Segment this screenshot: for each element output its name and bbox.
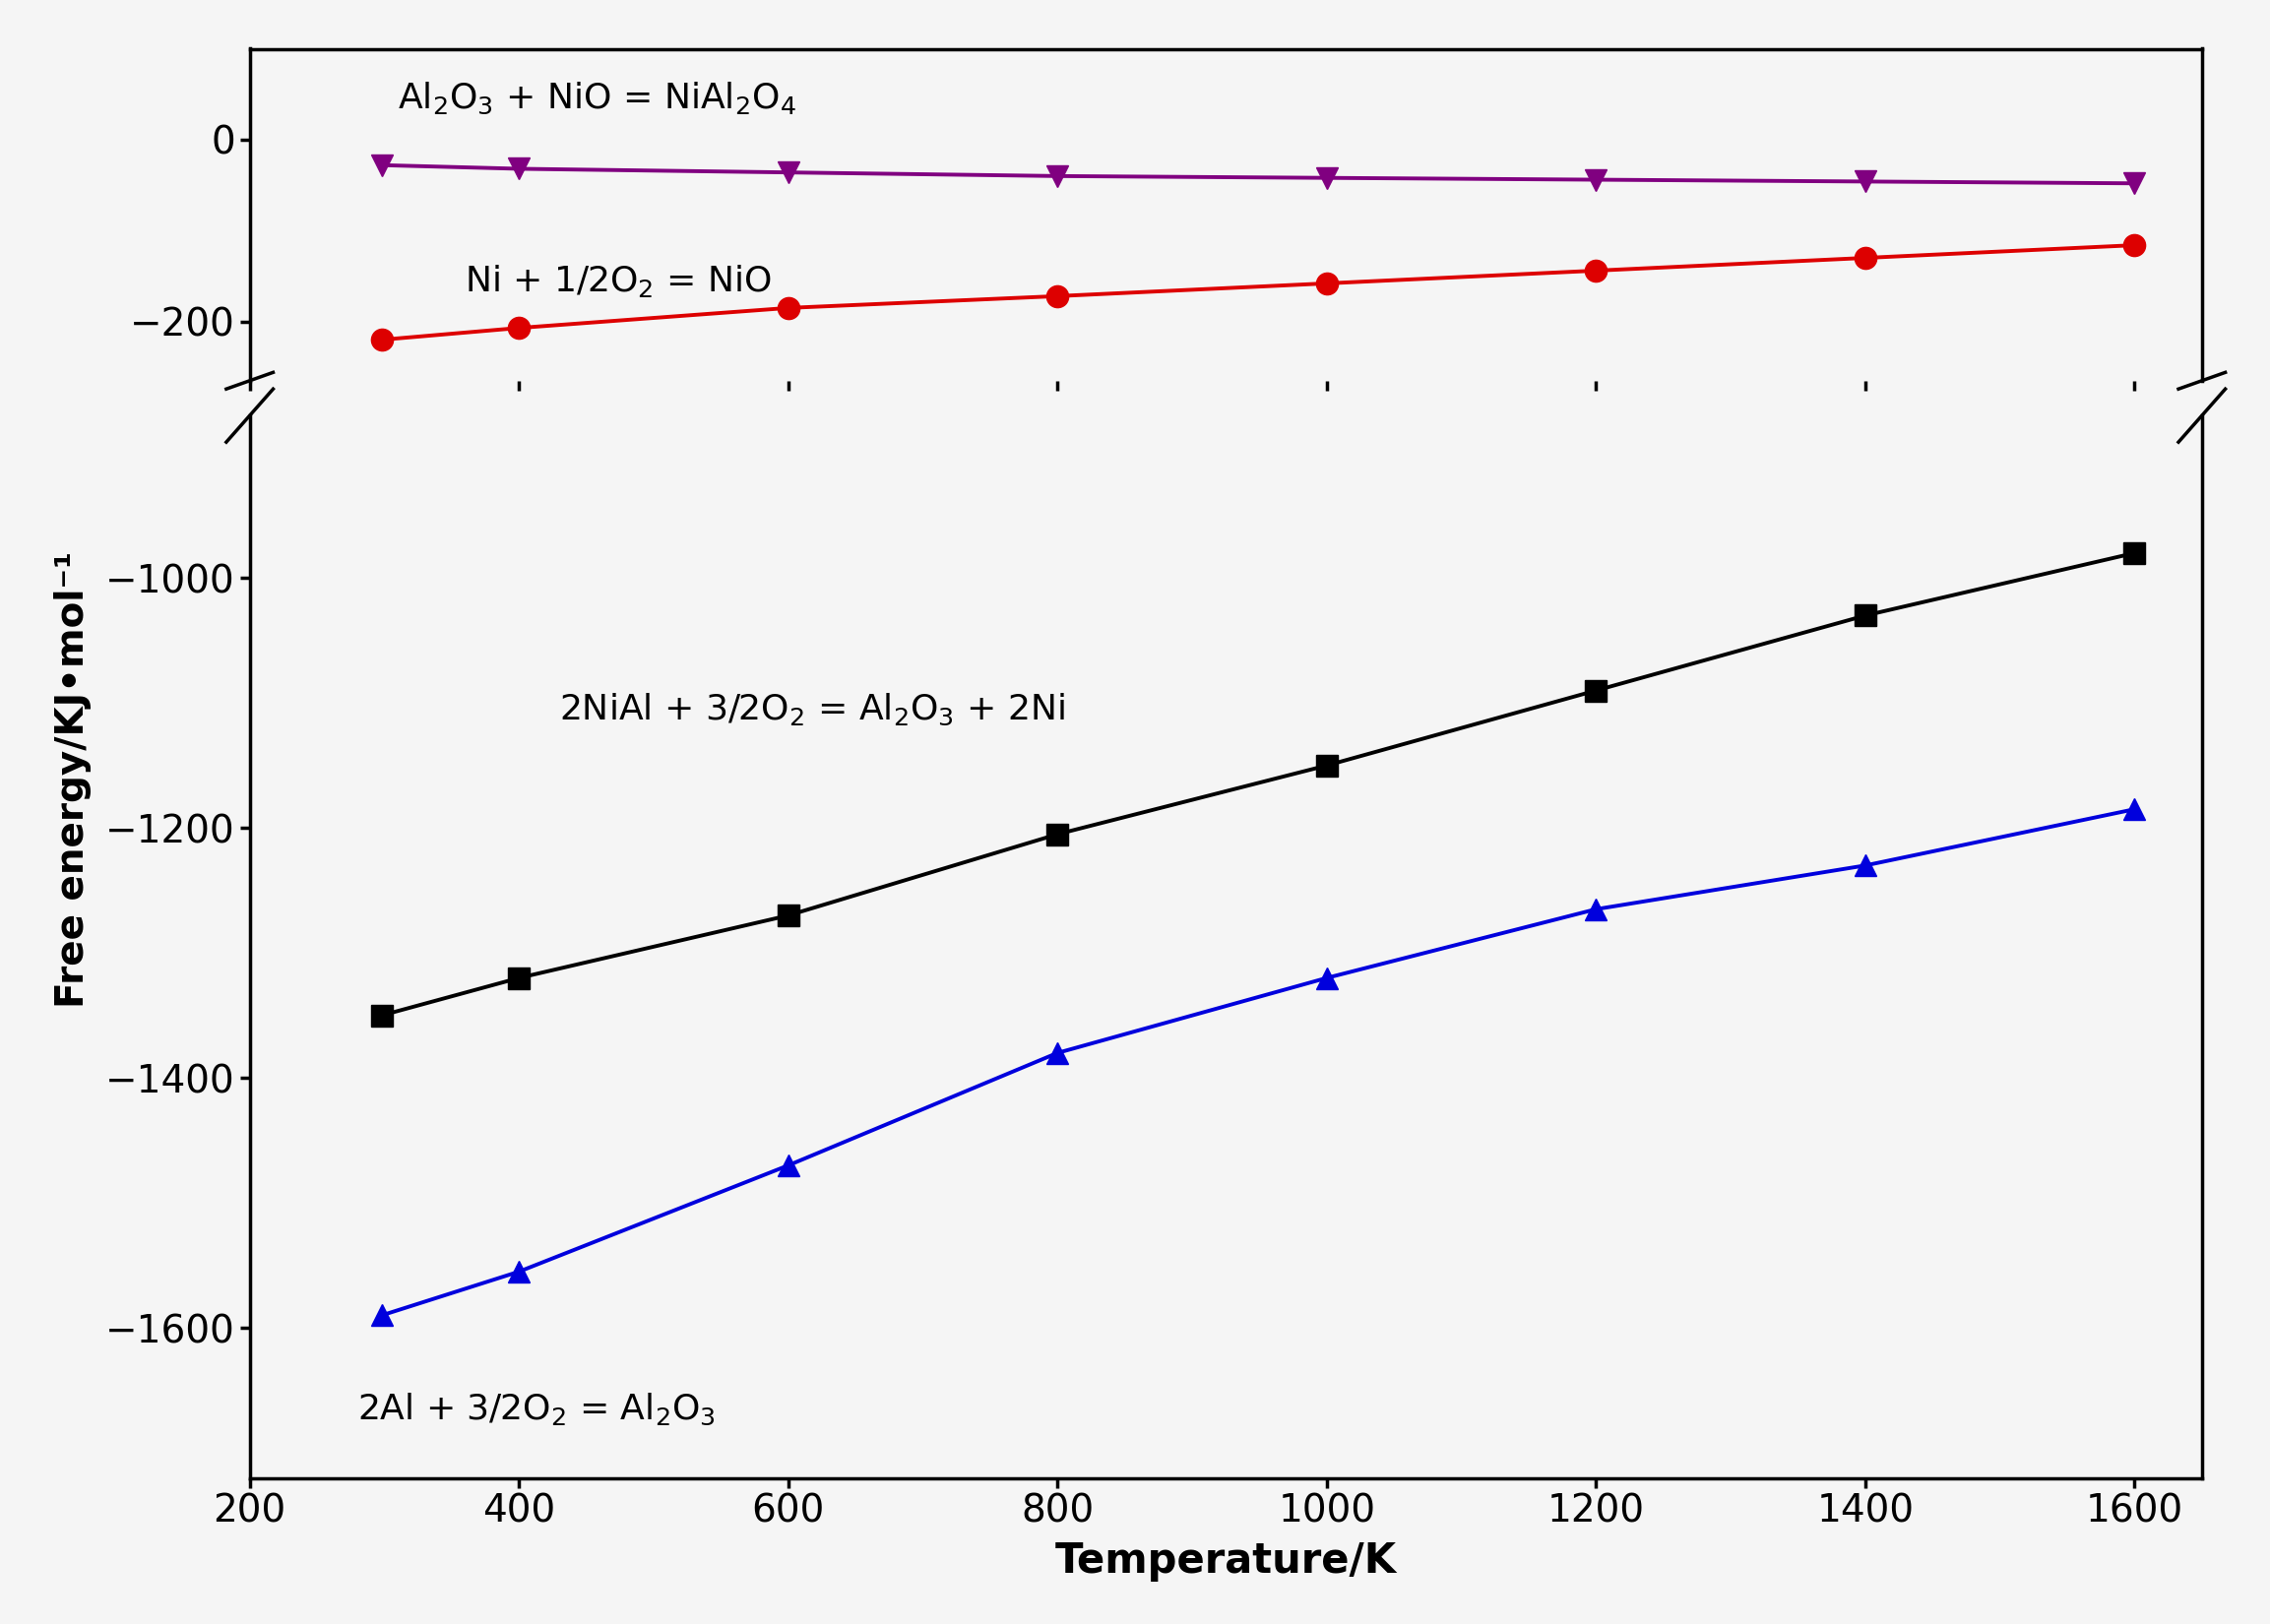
Text: Ni + 1/2O$_2$ = NiO: Ni + 1/2O$_2$ = NiO [465,263,772,299]
Text: Al$_2$O$_3$ + NiO = NiAl$_2$O$_4$: Al$_2$O$_3$ + NiO = NiAl$_2$O$_4$ [397,81,797,117]
Text: 2Al + 3/2O$_2$ = Al$_2$O$_3$: 2Al + 3/2O$_2$ = Al$_2$O$_3$ [356,1392,715,1427]
X-axis label: Temperature/K: Temperature/K [1056,1541,1396,1582]
Text: Free energy/KJ•mol⁻¹: Free energy/KJ•mol⁻¹ [54,551,91,1009]
Text: 2NiAl + 3/2O$_2$ = Al$_2$O$_3$ + 2Ni: 2NiAl + 3/2O$_2$ = Al$_2$O$_3$ + 2Ni [558,692,1065,728]
